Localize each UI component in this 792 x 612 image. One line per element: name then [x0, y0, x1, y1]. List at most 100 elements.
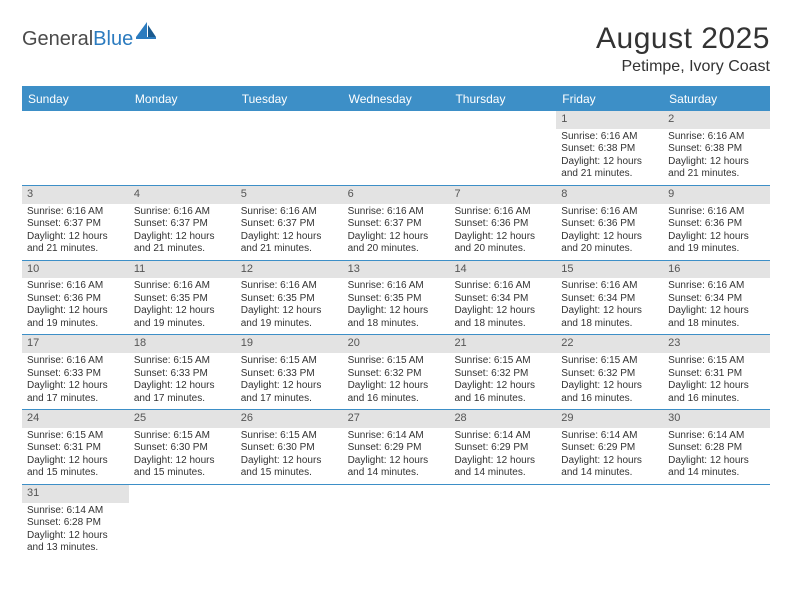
sunrise-line: Sunrise: 6:16 AM: [454, 280, 551, 293]
daylight-line: Daylight: 12 hours and 19 minutes.: [668, 231, 765, 256]
sunset-line: Sunset: 6:30 PM: [134, 442, 231, 455]
daylight-line: Daylight: 12 hours and 19 minutes.: [27, 305, 124, 330]
day-number: 30: [663, 410, 770, 428]
daylight-line: Daylight: 12 hours and 21 minutes.: [561, 156, 658, 181]
day-header-cell: Monday: [129, 88, 236, 111]
daylight-line: Daylight: 12 hours and 21 minutes.: [134, 231, 231, 256]
day-number: 20: [343, 335, 450, 353]
day-cell: 20Sunrise: 6:15 AMSunset: 6:32 PMDayligh…: [343, 335, 450, 409]
day-body: Sunrise: 6:14 AMSunset: 6:29 PMDaylight:…: [556, 428, 663, 484]
sunset-line: Sunset: 6:34 PM: [668, 293, 765, 306]
empty-cell: [449, 111, 556, 185]
empty-cell: [449, 485, 556, 559]
empty-cell: [556, 485, 663, 559]
day-body: Sunrise: 6:16 AMSunset: 6:35 PMDaylight:…: [343, 278, 450, 334]
sunset-line: Sunset: 6:28 PM: [27, 517, 124, 530]
sunrise-line: Sunrise: 6:16 AM: [27, 355, 124, 368]
day-header-cell: Tuesday: [236, 88, 343, 111]
day-number: 23: [663, 335, 770, 353]
logo: GeneralBlue: [22, 28, 158, 51]
day-number: 1: [556, 111, 663, 129]
day-number: 17: [22, 335, 129, 353]
sunset-line: Sunset: 6:31 PM: [668, 368, 765, 381]
day-body: Sunrise: 6:16 AMSunset: 6:36 PMDaylight:…: [663, 204, 770, 260]
day-body: Sunrise: 6:15 AMSunset: 6:30 PMDaylight:…: [236, 428, 343, 484]
sunrise-line: Sunrise: 6:14 AM: [454, 430, 551, 443]
sunset-line: Sunset: 6:35 PM: [348, 293, 445, 306]
day-cell: 28 Sunrise: 6:14 AMSunset: 6:29 PMDayligh…: [449, 410, 556, 484]
sunrise-line: Sunrise: 6:14 AM: [27, 505, 124, 518]
day-cell: 25Sunrise: 6:15 AMSunset: 6:30 PMDayligh…: [129, 410, 236, 484]
daylight-line: Daylight: 12 hours and 17 minutes.: [241, 380, 338, 405]
day-number: 2: [663, 111, 770, 129]
sunset-line: Sunset: 6:38 PM: [668, 143, 765, 156]
day-cell: 4Sunrise: 6:16 AMSunset: 6:37 PMDaylight…: [129, 186, 236, 260]
daylight-line: Daylight: 12 hours and 17 minutes.: [27, 380, 124, 405]
day-body: Sunrise: 6:16 AMSunset: 6:33 PMDaylight:…: [22, 353, 129, 409]
daylight-line: Daylight: 12 hours and 16 minutes.: [561, 380, 658, 405]
sunset-line: Sunset: 6:30 PM: [241, 442, 338, 455]
day-number: 4: [129, 186, 236, 204]
daylight-line: Daylight: 12 hours and 16 minutes.: [668, 380, 765, 405]
sunrise-line: Sunrise: 6:15 AM: [668, 355, 765, 368]
daylight-line: Daylight: 12 hours and 18 minutes.: [348, 305, 445, 330]
empty-cell: [236, 111, 343, 185]
logo-text-2: Blue: [93, 28, 133, 51]
day-number: 28: [449, 410, 556, 428]
day-number: 15: [556, 261, 663, 279]
sunrise-line: Sunrise: 6:16 AM: [348, 280, 445, 293]
sunset-line: Sunset: 6:36 PM: [668, 218, 765, 231]
day-header-row: SundayMondayTuesdayWednesdayThursdayFrid…: [22, 88, 770, 111]
day-header-cell: Thursday: [449, 88, 556, 111]
daylight-line: Daylight: 12 hours and 15 minutes.: [241, 455, 338, 480]
sunset-line: Sunset: 6:32 PM: [454, 368, 551, 381]
daylight-line: Daylight: 12 hours and 14 minutes.: [668, 455, 765, 480]
sunset-line: Sunset: 6:37 PM: [27, 218, 124, 231]
day-body: Sunrise: 6:15 AMSunset: 6:31 PMDaylight:…: [663, 353, 770, 409]
daylight-line: Daylight: 12 hours and 14 minutes.: [454, 455, 551, 480]
day-cell: 24Sunrise: 6:15 AMSunset: 6:31 PMDayligh…: [22, 410, 129, 484]
sunrise-line: Sunrise: 6:16 AM: [241, 280, 338, 293]
daylight-line: Daylight: 12 hours and 21 minutes.: [668, 156, 765, 181]
day-number: 14: [449, 261, 556, 279]
day-body: Sunrise: 6:15 AMSunset: 6:32 PMDaylight:…: [449, 353, 556, 409]
day-number: 9: [663, 186, 770, 204]
sunrise-line: Sunrise: 6:16 AM: [454, 206, 551, 219]
day-body: Sunrise: 6:14 AMSunset: 6:28 PMDaylight:…: [22, 503, 129, 559]
daylight-line: Daylight: 12 hours and 15 minutes.: [27, 455, 124, 480]
day-body: Sunrise: 6:16 AMSunset: 6:35 PMDaylight:…: [129, 278, 236, 334]
sunrise-line: Sunrise: 6:15 AM: [27, 430, 124, 443]
sunrise-line: Sunrise: 6:15 AM: [134, 430, 231, 443]
sunrise-line: Sunrise: 6:15 AM: [348, 355, 445, 368]
sunset-line: Sunset: 6:29 PM: [454, 442, 551, 455]
page-subtitle: Petimpe, Ivory Coast: [596, 58, 770, 76]
day-header-cell: Wednesday: [343, 88, 450, 111]
day-body: Sunrise: 6:15 AMSunset: 6:33 PMDaylight:…: [236, 353, 343, 409]
day-cell: 29Sunrise: 6:14 AMSunset: 6:29 PMDayligh…: [556, 410, 663, 484]
sunrise-line: Sunrise: 6:15 AM: [454, 355, 551, 368]
day-body: Sunrise: 6:15 AMSunset: 6:33 PMDaylight:…: [129, 353, 236, 409]
sunrise-line: Sunrise: 6:16 AM: [561, 131, 658, 144]
calendar-grid: SundayMondayTuesdayWednesdayThursdayFrid…: [22, 86, 770, 559]
day-number: 16: [663, 261, 770, 279]
day-number: 26: [236, 410, 343, 428]
day-number: 31: [22, 485, 129, 503]
title-block: August 2025 Petimpe, Ivory Coast: [596, 22, 770, 76]
daylight-line: Daylight: 12 hours and 21 minutes.: [27, 231, 124, 256]
day-cell: 9Sunrise: 6:16 AMSunset: 6:36 PMDaylight…: [663, 186, 770, 260]
empty-cell: [343, 111, 450, 185]
day-body: Sunrise: 6:16 AMSunset: 6:34 PMDaylight:…: [449, 278, 556, 334]
day-body: Sunrise: 6:14 AMSunset: 6:29 PMDaylight:…: [343, 428, 450, 484]
sunrise-line: Sunrise: 6:16 AM: [561, 280, 658, 293]
day-number: 29: [556, 410, 663, 428]
empty-cell: [663, 485, 770, 559]
daylight-line: Daylight: 12 hours and 17 minutes.: [134, 380, 231, 405]
sunset-line: Sunset: 6:37 PM: [348, 218, 445, 231]
day-body: Sunrise: 6:16 AMSunset: 6:37 PMDaylight:…: [22, 204, 129, 260]
day-number: 3: [22, 186, 129, 204]
sunrise-line: Sunrise: 6:16 AM: [668, 206, 765, 219]
day-cell: 6Sunrise: 6:16 AMSunset: 6:37 PMDaylight…: [343, 186, 450, 260]
day-body: Sunrise: 6:15 AMSunset: 6:32 PMDaylight:…: [343, 353, 450, 409]
week-row: 10Sunrise: 6:16 AMSunset: 6:36 PMDayligh…: [22, 261, 770, 336]
daylight-line: Daylight: 12 hours and 14 minutes.: [561, 455, 658, 480]
